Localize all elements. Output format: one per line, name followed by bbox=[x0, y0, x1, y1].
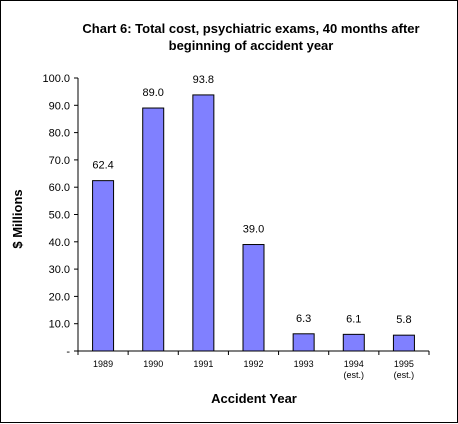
y-tick-label: 100.0 bbox=[42, 73, 70, 85]
y-tick-label: 40.0 bbox=[49, 237, 70, 249]
y-tick-label: 50.0 bbox=[49, 210, 70, 222]
bar bbox=[242, 244, 265, 352]
x-axis-title: Accident Year bbox=[211, 391, 297, 406]
x-tick-label: 1994 bbox=[344, 359, 364, 369]
bar bbox=[342, 333, 365, 352]
chart-title-line-1: Chart 6: Total cost, psychiatric exams, … bbox=[82, 21, 419, 36]
bar bbox=[92, 180, 115, 352]
y-tick-label: 10.0 bbox=[49, 319, 70, 331]
y-tick-label: 20.0 bbox=[49, 291, 70, 303]
x-tick-label: 1995 bbox=[394, 359, 414, 369]
y-tick-label: - bbox=[66, 346, 70, 358]
y-tick-label: 70.0 bbox=[49, 155, 70, 167]
data-label: 6.1 bbox=[346, 313, 361, 325]
y-axis-title: $ Millions bbox=[10, 189, 25, 248]
data-label: 6.3 bbox=[296, 313, 311, 325]
x-tick-label: 1991 bbox=[193, 359, 213, 369]
data-label: 62.4 bbox=[92, 160, 113, 172]
chart-title-line-2: beginning of accident year bbox=[169, 38, 334, 53]
data-label: 5.8 bbox=[396, 314, 411, 326]
data-label: 39.0 bbox=[243, 224, 264, 236]
x-tick-label: (est.) bbox=[394, 370, 415, 380]
x-tick-label: 1992 bbox=[243, 359, 263, 369]
y-tick-label: 30.0 bbox=[49, 264, 70, 276]
data-label: 89.0 bbox=[143, 87, 164, 99]
x-tick-label: 1990 bbox=[143, 359, 163, 369]
bar bbox=[292, 333, 315, 352]
plot-area: - 10.0 20.0 30.0 40.0 50.0 60.0 70.0 80.0 90.0 100… bbox=[42, 73, 430, 380]
y-tick-label: 60.0 bbox=[49, 182, 70, 194]
x-tick-label: 1993 bbox=[294, 359, 314, 369]
y-tick-label: 90.0 bbox=[49, 100, 70, 112]
data-label: 93.8 bbox=[193, 74, 214, 86]
y-tick-label: 80.0 bbox=[49, 128, 70, 140]
bar bbox=[392, 334, 415, 352]
x-tick-label: (est.) bbox=[344, 370, 365, 380]
x-tick-label: 1989 bbox=[93, 359, 113, 369]
bar bbox=[142, 107, 165, 352]
bar bbox=[192, 94, 215, 352]
